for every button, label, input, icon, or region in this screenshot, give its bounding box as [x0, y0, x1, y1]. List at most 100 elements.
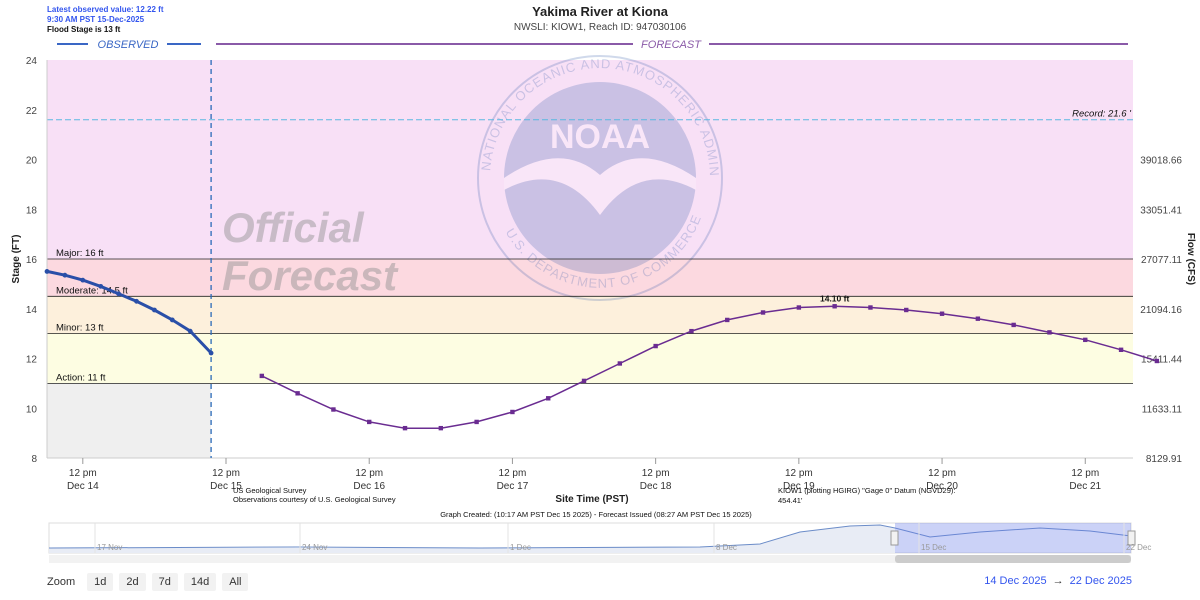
x-tick-label-date: Dec 14 — [67, 481, 99, 492]
navigator-label: 15 Dec — [921, 543, 946, 552]
x-tick-label-time: 12 pm — [642, 468, 670, 479]
forecast-point — [1154, 358, 1160, 364]
forecast-point — [510, 409, 515, 415]
threshold-label: Major: 16 ft — [56, 248, 104, 259]
navigator-area — [49, 525, 895, 553]
forecast-point — [1118, 347, 1124, 352]
y-tick-label: 16 — [26, 255, 38, 266]
moderate-band — [47, 259, 1133, 297]
x-tick-label-time: 12 pm — [69, 468, 97, 479]
y2-tick-label: 39018.66 — [1140, 156, 1182, 167]
forecast-point — [259, 373, 265, 379]
forecast-point — [796, 305, 802, 310]
y-axis-title: Stage (FT) — [11, 235, 22, 284]
range-to[interactable]: 22 Dec 2025 — [1069, 575, 1132, 587]
zoom-all-button[interactable]: All — [222, 573, 249, 591]
observed-point — [44, 269, 50, 274]
zoom-2d-button[interactable]: 2d — [119, 573, 146, 591]
navigator-label: 22 Dec — [1126, 543, 1151, 552]
x-tick-label-time: 12 pm — [499, 468, 527, 479]
navigator-left-handle — [890, 530, 899, 546]
x-tick-label-time: 12 pm — [1071, 468, 1099, 479]
source-line-1: US Geological Survey — [233, 486, 307, 495]
y2-tick-label: 8129.91 — [1146, 454, 1183, 465]
forecast-point — [367, 419, 372, 425]
observed-point — [134, 298, 139, 304]
navigator-label: 8 Dec — [716, 543, 737, 552]
x-tick-label-date: Dec 20 — [926, 481, 958, 492]
y2-tick-label: 33051.41 — [1140, 205, 1182, 216]
forecast-point — [975, 316, 981, 321]
forecast-point — [331, 407, 336, 412]
y-tick-label: 14 — [26, 305, 38, 316]
observed-point — [62, 272, 68, 278]
y-tick-label: 18 — [26, 205, 38, 216]
x-tick-label-time: 12 pm — [212, 468, 240, 479]
forecast-point — [546, 396, 551, 401]
latest-value: Latest observed value: 12.22 ft — [47, 5, 164, 14]
zoom-1d-button[interactable]: 1d — [87, 573, 114, 591]
forecast-point — [474, 419, 479, 425]
forecast-point — [617, 361, 623, 366]
navigator-line — [48, 524, 1132, 549]
zoom-14d-button[interactable]: 14d — [183, 573, 217, 591]
forecast-point — [832, 304, 837, 309]
datum-line-1: KIOW1 (plotting HGIRG) "Gage 0" Datum (N… — [778, 486, 955, 495]
x-tick-label-date: Dec 18 — [640, 481, 672, 492]
observed-point — [169, 317, 175, 323]
observed-point — [98, 283, 104, 289]
observed-band-label: OBSERVED — [98, 39, 159, 51]
y2-tick-label: 11633.11 — [1142, 404, 1183, 415]
forecast-band-label: FORECAST — [641, 39, 702, 51]
forecast-point — [1047, 330, 1052, 335]
latest-observation-info: Latest observed value: 12.22 ft 9:30 AM … — [47, 5, 164, 35]
y2-tick-label: 27077.11 — [1141, 255, 1182, 266]
y-tick-label: 20 — [26, 156, 38, 167]
threshold-label: Action: 11 ft — [56, 372, 106, 383]
datum-line-2: 454.41' — [778, 496, 803, 505]
x-tick-label-date: Dec 17 — [497, 481, 529, 492]
navigator-scrollbar-thumb — [895, 555, 1131, 563]
noaa-logo-bird — [504, 158, 696, 215]
noaa-logo-disc — [504, 82, 696, 274]
navigator-selection — [895, 523, 1131, 553]
navigator-label: 17 Nov — [97, 543, 122, 552]
y-tick-label: 8 — [31, 454, 37, 465]
forecast-series-line — [261, 305, 1158, 429]
observed-point — [116, 291, 122, 297]
y-tick-label: 10 — [26, 404, 38, 415]
past-region-shade — [47, 383, 212, 458]
forecast-point — [295, 391, 300, 396]
forecast-point — [581, 378, 587, 384]
watermark-line2: Forecast — [222, 252, 399, 299]
y2-tick-label: 21094.16 — [1140, 305, 1182, 316]
chart-title: Yakima River at Kiona — [532, 4, 668, 19]
y2-axis-title: Flow (CFS) — [1185, 233, 1196, 285]
navigator-label: 24 Nov — [302, 543, 327, 552]
observed-series-line — [46, 269, 213, 355]
y2-tick-label: 15411.44 — [1141, 355, 1182, 366]
x-tick-label-time: 12 pm — [355, 468, 383, 479]
x-tick-label-time: 12 pm — [928, 468, 956, 479]
y-tick-label: 22 — [26, 106, 38, 117]
minor-band — [47, 296, 1133, 334]
threshold-label: Moderate: 14.5 ft — [56, 285, 128, 296]
source-line-2: Observations courtesy of U.S. Geological… — [233, 495, 396, 504]
noaa-logo-ring — [477, 55, 723, 301]
forecast-point — [725, 317, 730, 323]
observed-point — [208, 350, 214, 356]
zoom-bar: Zoom 1d 2d 7d 14d All — [47, 573, 249, 591]
forecast-point — [438, 425, 444, 431]
range-from[interactable]: 14 Dec 2025 — [984, 575, 1047, 587]
threshold-label: Minor: 13 ft — [56, 323, 104, 334]
forecast-point — [939, 311, 945, 316]
flood-stage-note: Flood Stage is 13 ft — [47, 25, 121, 34]
x-tick-label-date: Dec 15 — [210, 481, 242, 492]
watermark-line1: Official — [222, 204, 365, 251]
forecast-point — [868, 305, 873, 310]
zoom-7d-button[interactable]: 7d — [151, 573, 178, 591]
x-tick-label-date: Dec 16 — [353, 481, 385, 492]
range-arrow-icon: → — [1052, 575, 1064, 587]
x-axis-title: Site Time (PST) — [555, 494, 628, 505]
x-tick-label-date: Dec 19 — [783, 481, 815, 492]
